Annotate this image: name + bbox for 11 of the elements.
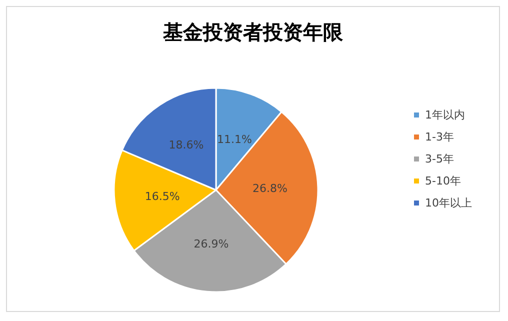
legend-label: 3-5年 (425, 152, 454, 166)
legend-label: 10年以上 (425, 196, 472, 210)
data-label: 16.5% (144, 190, 180, 203)
legend-label: 1-3年 (425, 130, 454, 144)
legend-label: 5-10年 (425, 174, 461, 188)
data-label: 11.1% (216, 132, 252, 146)
data-label: 26.8% (252, 182, 288, 195)
data-label: 26.9% (194, 237, 229, 250)
chart-title: 基金投资者投资年限 (162, 20, 344, 44)
data-label: 18.6% (168, 138, 204, 152)
legend-label: 1年以内 (425, 108, 466, 122)
